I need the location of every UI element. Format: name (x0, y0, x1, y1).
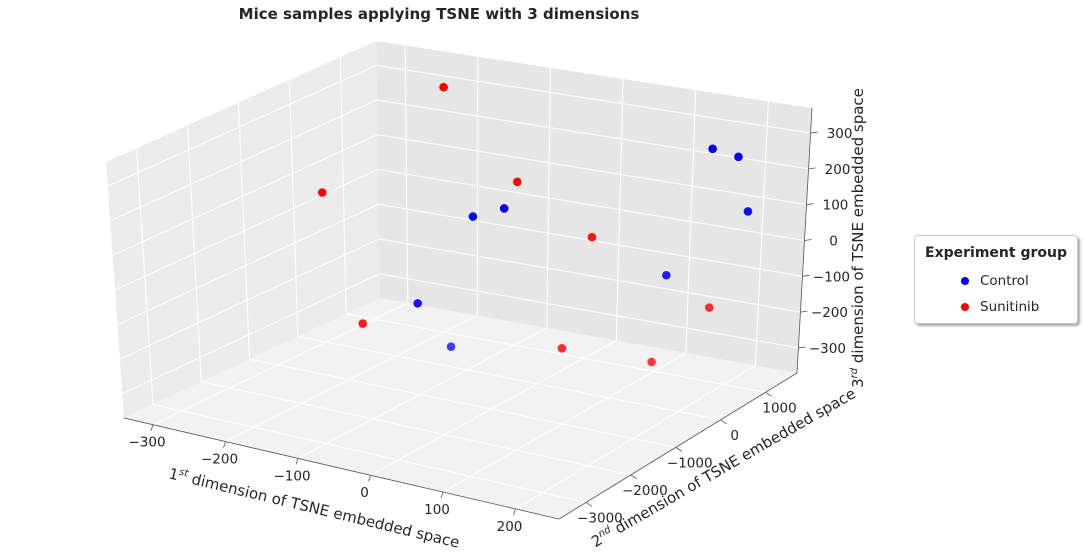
y-tick-label: 0 (730, 428, 739, 444)
legend-label-sunitinib: Sunitinib (980, 299, 1040, 315)
point-sunitinib (512, 177, 522, 187)
chart-title: Mice samples applying TSNE with 3 dimens… (239, 5, 640, 23)
y-tick-mark (675, 447, 682, 452)
point-sunitinib (647, 357, 656, 367)
z-gridline-side (117, 203, 379, 326)
point-control (413, 299, 422, 308)
legend: Experiment group Control Sunitinib (914, 235, 1078, 324)
y-tick-mark (585, 502, 593, 507)
x-gridline-floor (515, 365, 756, 510)
tick-labels: −300−200−1000100200−3000−2000−100001000−… (128, 126, 852, 535)
z-gridline-back (379, 273, 799, 349)
z-gridline-side (119, 238, 380, 360)
z-tick-mark (804, 239, 812, 241)
y-gridline-floor (297, 335, 721, 421)
point-sunitinib (317, 188, 327, 197)
x-tick-mark (513, 508, 516, 516)
y-tick-label: 1000 (762, 400, 796, 416)
point-control (468, 212, 478, 221)
point-control (743, 207, 753, 216)
z-tick-mark (806, 203, 814, 206)
point-sunitinib (587, 232, 597, 242)
z-gridline-back (377, 134, 807, 206)
z-tick-label: 0 (829, 234, 838, 250)
z-tick-label: −200 (811, 305, 848, 321)
y-axis-line (558, 372, 798, 520)
legend-marker-control (961, 277, 969, 285)
legend-item-control: Control (915, 271, 1029, 291)
x-tick-label: 100 (424, 502, 450, 518)
floor-pane (124, 298, 797, 519)
axes-panes (106, 41, 812, 519)
x-tick-mark (150, 424, 154, 431)
x-tick-label: 0 (360, 485, 369, 501)
y-gridline-floor (346, 313, 766, 393)
z-tick-label: 200 (825, 162, 851, 178)
left-wall-pane (106, 41, 380, 418)
y-tick-label: −3000 (577, 510, 623, 526)
data-points (317, 82, 753, 367)
y-tick-label: −1000 (667, 455, 713, 471)
x-tick-mark (368, 475, 371, 482)
z-tick-mark (810, 131, 818, 134)
y-tick-mark (630, 474, 638, 480)
point-control (734, 152, 743, 162)
y-tick-label: −2000 (622, 483, 668, 499)
x-tick-mark (223, 441, 226, 448)
x-tick-label: 200 (497, 519, 523, 535)
x-tick-label: −200 (201, 452, 238, 468)
y-gridline-floor (249, 358, 676, 448)
back-wall-pane (376, 41, 812, 373)
legend-item-sunitinib: Sunitinib (915, 297, 1039, 317)
z-axis-title: 3rd dimension of TSNE embedded space (849, 88, 867, 388)
x-tick-mark (295, 458, 299, 465)
z-tick-mark (802, 274, 810, 277)
y-gridline-floor (201, 381, 631, 476)
z-tick-mark (800, 310, 808, 313)
z-gridline-back (378, 238, 801, 313)
x-axis-line (123, 417, 560, 520)
legend-title: Experiment group (925, 245, 1067, 261)
x-tick-label: −300 (128, 435, 165, 451)
x-tick-mark (440, 491, 444, 499)
y-tick-mark (765, 391, 772, 397)
point-sunitinib (704, 303, 714, 312)
point-sunitinib (439, 82, 448, 92)
z-gridline-side (109, 99, 378, 222)
z-tick-mark (798, 346, 806, 349)
z-tick-label: 100 (823, 198, 849, 214)
z-gridline-back (377, 168, 805, 242)
point-control (446, 342, 456, 352)
point-control (662, 270, 671, 280)
z-tick-label: −100 (813, 269, 850, 285)
x-tick-label: −100 (273, 468, 310, 484)
x-gridline-floor (225, 315, 478, 443)
x-gridline-floor (370, 340, 617, 476)
z-gridline-side (122, 273, 380, 395)
z-gridline-side (107, 64, 377, 187)
point-control (499, 204, 509, 213)
z-gridline-side (114, 168, 379, 291)
z-tick-label: 300 (827, 126, 853, 142)
point-sunitinib (557, 344, 567, 353)
z-tick-mark (808, 167, 816, 170)
point-sunitinib (358, 319, 368, 328)
x-gridline-floor (297, 327, 548, 459)
x-gridline-floor (442, 352, 687, 493)
y-tick-mark (720, 419, 727, 425)
legend-label-control: Control (980, 273, 1029, 289)
gridlines (107, 45, 811, 510)
legend-marker-sunitinib (961, 303, 969, 311)
point-control (708, 144, 717, 154)
axis-lines (123, 107, 818, 520)
z-gridline-side (112, 134, 378, 256)
y-gridline-floor (152, 403, 587, 504)
z-tick-label: −300 (809, 341, 846, 357)
z-gridline-back (376, 64, 811, 134)
